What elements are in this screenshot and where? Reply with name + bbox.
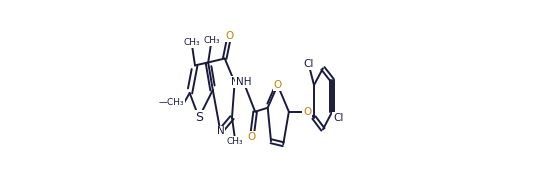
Text: O: O xyxy=(274,80,282,90)
Text: CH₃: CH₃ xyxy=(227,137,244,146)
Text: —CH₃: —CH₃ xyxy=(159,98,184,107)
Text: O: O xyxy=(225,31,233,41)
Text: NH: NH xyxy=(236,77,251,87)
Text: Cl: Cl xyxy=(334,113,344,123)
Text: CH₃: CH₃ xyxy=(203,36,220,45)
Text: Cl: Cl xyxy=(304,59,314,69)
Text: N: N xyxy=(216,126,225,136)
Text: O: O xyxy=(303,107,312,117)
Text: S: S xyxy=(195,111,203,124)
Text: CH₃: CH₃ xyxy=(183,38,200,47)
Text: O: O xyxy=(248,132,256,142)
Text: N: N xyxy=(231,77,239,87)
